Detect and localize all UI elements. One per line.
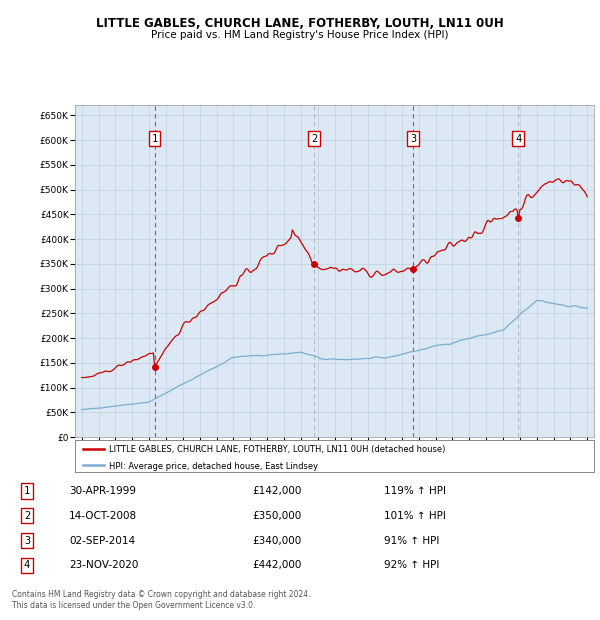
Text: 1: 1 [152,133,158,144]
Text: 14-OCT-2008: 14-OCT-2008 [69,511,137,521]
Text: 92% ↑ HPI: 92% ↑ HPI [384,560,439,570]
Text: 91% ↑ HPI: 91% ↑ HPI [384,536,439,546]
Text: 119% ↑ HPI: 119% ↑ HPI [384,486,446,496]
Text: 3: 3 [410,133,416,144]
Text: Price paid vs. HM Land Registry's House Price Index (HPI): Price paid vs. HM Land Registry's House … [151,30,449,40]
Text: 101% ↑ HPI: 101% ↑ HPI [384,511,446,521]
Text: £142,000: £142,000 [252,486,301,496]
Text: LITTLE GABLES, CHURCH LANE, FOTHERBY, LOUTH, LN11 0UH: LITTLE GABLES, CHURCH LANE, FOTHERBY, LO… [96,17,504,30]
Text: 02-SEP-2014: 02-SEP-2014 [69,536,135,546]
Text: 2: 2 [311,133,317,144]
Text: 4: 4 [24,560,30,570]
Text: Contains HM Land Registry data © Crown copyright and database right 2024.: Contains HM Land Registry data © Crown c… [12,590,311,600]
Text: £442,000: £442,000 [252,560,301,570]
Text: £350,000: £350,000 [252,511,301,521]
Text: HPI: Average price, detached house, East Lindsey: HPI: Average price, detached house, East… [109,462,318,471]
Text: 1: 1 [24,486,30,496]
Text: 3: 3 [24,536,30,546]
Text: 4: 4 [515,133,521,144]
Text: 30-APR-1999: 30-APR-1999 [69,486,136,496]
Text: 2: 2 [24,511,30,521]
Text: This data is licensed under the Open Government Licence v3.0.: This data is licensed under the Open Gov… [12,601,256,611]
Text: £340,000: £340,000 [252,536,301,546]
Text: LITTLE GABLES, CHURCH LANE, FOTHERBY, LOUTH, LN11 0UH (detached house): LITTLE GABLES, CHURCH LANE, FOTHERBY, LO… [109,445,445,454]
Text: 23-NOV-2020: 23-NOV-2020 [69,560,139,570]
